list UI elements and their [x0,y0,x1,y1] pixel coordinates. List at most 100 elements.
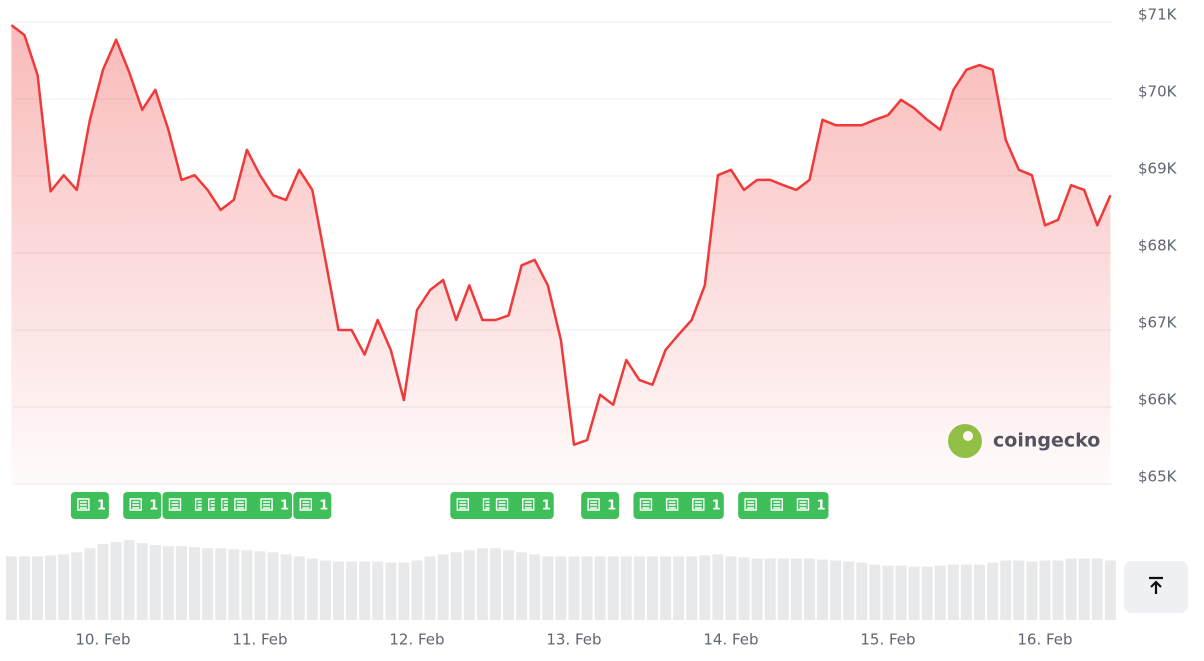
volume-bar [817,559,829,620]
volume-bar [84,548,96,620]
x-tick-label: 10. Feb [75,631,130,649]
badge-icon [129,498,142,511]
news-badge[interactable]: 1 [685,492,724,519]
badge-count: 1 [97,499,106,514]
volume-bar [960,564,972,620]
volume-bar [974,564,986,620]
y-tick-label: $70K [1138,83,1178,101]
volume-bar [673,556,685,620]
badge-count: 1 [149,499,158,514]
badge-icon [692,498,705,511]
volume-bar [372,561,384,620]
volume-bar [803,558,815,620]
badge-count: 1 [542,499,551,514]
badge-icon [770,498,783,511]
volume-bar [359,561,371,620]
news-badge[interactable]: 1 [581,492,620,519]
volume-bar [476,548,488,620]
volume-bar [293,556,305,620]
volume-bar [764,558,776,620]
volume-bar [267,552,279,620]
volume-bar [568,556,580,620]
volume-bar [633,556,645,620]
badge-icon [260,498,273,511]
volume-bar [1026,561,1038,620]
badge-icon [168,498,182,511]
y-tick-label: $69K [1138,160,1178,178]
x-tick-label: 14. Feb [703,631,758,649]
badge-count: 1 [280,499,289,514]
volume-bar [463,550,475,620]
volume-bar [699,555,711,620]
volume-bar [71,552,83,620]
volume-bar [607,556,619,620]
volume-bar [97,544,109,620]
volume-bar [646,556,658,620]
news-badge[interactable]: 1 [70,492,109,519]
volume-bar [450,552,462,620]
badge-icon [587,498,600,511]
volume-bar [346,561,358,620]
volume-bar [202,548,214,620]
volume-bar [45,555,57,620]
volume-bar [934,565,946,620]
badge-count: 1 [712,499,721,514]
volume-bar [777,558,789,620]
badge-icon [299,498,313,511]
volume-bar [424,556,436,620]
volume-bar [189,547,201,620]
news-badge[interactable]: 1 [293,492,332,519]
volume-bar [503,550,515,620]
volume-bar [555,556,567,620]
volume-bar [1078,558,1090,620]
volume-bar [136,543,148,620]
volume-bar [856,562,868,620]
badge-icon [456,498,470,511]
volume-bar [581,556,593,620]
badge-icon [77,498,90,511]
y-tick-label: $68K [1138,237,1178,255]
badge-count: 1 [319,499,328,514]
news-badge[interactable]: 1 [515,492,554,519]
volume-bar [1052,560,1064,620]
x-tick-label: 15. Feb [860,631,915,649]
y-tick-label: $66K [1138,391,1178,409]
volume-bar [398,562,410,620]
volume-bar [516,552,528,620]
volume-bar [987,562,999,620]
volume-bar [790,558,802,620]
news-badge[interactable]: 1 [254,492,293,519]
volume-bar [620,556,632,620]
badge-icon [639,498,653,511]
scroll-top-button[interactable] [1124,561,1188,613]
volume-bar [1039,560,1051,620]
volume-bar [712,554,724,620]
volume-bar [254,551,266,620]
news-badge[interactable]: 1 [790,492,829,519]
x-tick-label: 13. Feb [546,631,601,649]
news-badge[interactable]: 1 [123,492,162,519]
volume-bar [1000,560,1012,620]
badge-icon [495,498,509,511]
volume-bar [123,540,135,620]
badge-icon [665,498,679,511]
volume-bar [725,556,737,620]
volume-bar [738,557,750,620]
volume-bar [437,554,449,620]
volume-bar [751,558,763,620]
volume-bar [529,554,541,620]
volume-bar [1091,558,1103,620]
badge-icon [744,498,757,511]
volume-bar [332,561,344,620]
y-tick-label: $67K [1138,314,1178,332]
volume-bar [594,556,606,620]
volume-bar [830,560,842,620]
volume-bar [5,556,17,620]
badge-count: 1 [607,499,616,514]
volume-bar [32,556,44,620]
volume-bar [110,542,122,620]
volume-bar [319,560,331,620]
volume-bar [542,556,554,620]
volume-bar [241,550,253,620]
